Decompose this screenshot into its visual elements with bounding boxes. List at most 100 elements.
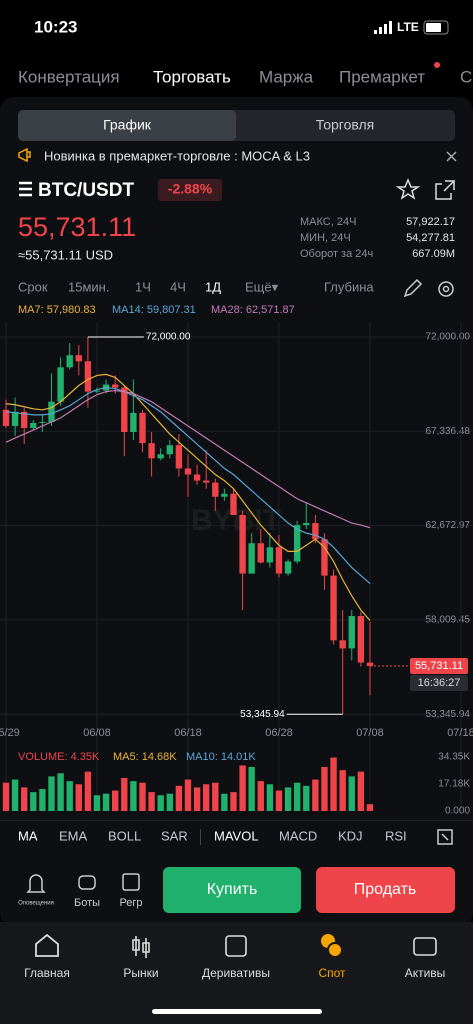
nav-icon[interactable] [35,933,59,957]
segment-item[interactable]: Торговля [316,117,374,133]
volume-bar [121,777,128,811]
indicator[interactable]: MAVOL [214,828,259,843]
nav-label[interactable]: Главная [24,966,70,980]
candle-body [112,384,119,388]
change-badge [158,179,222,201]
volume-bar [303,785,310,811]
bot-icon[interactable] [78,875,96,890]
volume-bar [66,781,73,811]
candle-body [139,412,146,444]
interval[interactable]: 1Ч [135,279,151,294]
tab[interactable]: С [460,67,472,86]
low-label: 53,345.94 [240,709,285,720]
interval[interactable]: Ещё▾ [245,279,279,294]
tab-active[interactable]: Торговать [153,67,231,86]
candle-body [312,523,319,540]
interval[interactable]: 15мин. [68,279,109,294]
menu-icon[interactable] [19,181,32,197]
sell-label: Продать [354,881,417,898]
ma-label: MA14: 59,807.31 [112,304,196,316]
volume-bar [366,804,374,811]
sell-button[interactable] [316,867,455,913]
candle-body [175,445,183,469]
y-tick-label: 58,009.45 [426,615,471,626]
candle-body [93,390,101,392]
volume-bar [2,782,10,811]
candle-body [339,640,346,649]
volume-bar [21,787,28,811]
indicator[interactable]: KDJ [338,828,363,843]
divider [0,820,473,821]
grid-bot-icon[interactable] [122,873,140,891]
last-price-tag [410,657,468,674]
banner[interactable]: Новинка в премаркет-торговле : MOCA & L3 [44,148,310,163]
volume-bar [130,781,137,811]
nav-label-active[interactable]: Спот [318,966,346,980]
depth[interactable]: Глубина [324,279,374,294]
battery-level [426,23,441,32]
y-tick-label: 72,000.00 [426,332,471,343]
volume-label: MA5: 14.68K [113,751,177,763]
home-indicator [152,1009,322,1014]
nav-label[interactable]: Активы [405,966,446,980]
volume-bar [84,771,92,811]
nav-icon[interactable] [225,935,247,957]
tool-label: Боты [74,897,100,909]
indicator[interactable]: EMA [59,828,88,843]
volume-bar [102,793,110,811]
nav-label[interactable]: Рынки [123,966,158,980]
indicator[interactable]: RSI [385,828,407,843]
y-tick-label: 53,345.94 [426,709,471,720]
ma-line [5,373,371,621]
pair-symbol[interactable]: BTC/USDT [38,180,134,201]
settings[interactable] [438,281,454,297]
candle-body [48,401,55,422]
nav-icon[interactable] [413,937,437,956]
nav-icon[interactable] [132,936,150,958]
nav-label[interactable]: Деривативы [202,966,270,980]
candle-body [121,387,128,433]
volume-bar [57,773,64,811]
volume-bar [257,781,264,811]
interval[interactable]: 4Ч [170,279,186,294]
interval-active[interactable]: 1Д [205,279,221,294]
favorite[interactable] [395,178,421,200]
tab[interactable]: Маржа [259,67,314,86]
alert-icon[interactable] [26,874,46,893]
stat-label: МИН, 24Ч [300,232,351,244]
indicator[interactable]: MACD [279,828,317,843]
candle-body [57,367,64,402]
tab[interactable]: Премаркет [339,67,425,86]
share[interactable] [435,180,455,200]
indicator[interactable]: SAR [161,828,188,843]
volume-bar [284,787,292,811]
volume-bar [293,782,301,811]
banner-icon [18,147,31,163]
stat-label: Оборот за 24ч [300,248,373,260]
indicator[interactable]: BOLL [108,828,141,843]
candle-body [239,514,246,574]
interval[interactable]: Срок [18,279,48,294]
last-price-tag-label: 55,731.11 [415,660,463,672]
indicator[interactable]: MA [18,828,38,843]
candle-body [257,543,264,563]
volume-bar [275,790,283,811]
candle-body [330,575,337,641]
volume-bar [148,792,155,811]
nav-bar [0,922,473,1024]
countdown: 16:36:27 [418,677,461,689]
volume-bar [157,795,164,811]
fullscreen[interactable] [437,829,453,845]
segment-item[interactable]: График [103,117,152,133]
draw-tool[interactable] [403,278,423,298]
buy-button[interactable] [163,867,301,913]
banner-close[interactable] [446,151,457,162]
x-tick-label: 07/08 [356,727,384,739]
candle-body [148,443,155,459]
tab[interactable]: Конвертация [18,67,120,86]
candle-body [193,474,201,481]
candle-body [275,547,283,574]
volume-bar [212,782,219,811]
buy-label: Купить [207,881,258,898]
